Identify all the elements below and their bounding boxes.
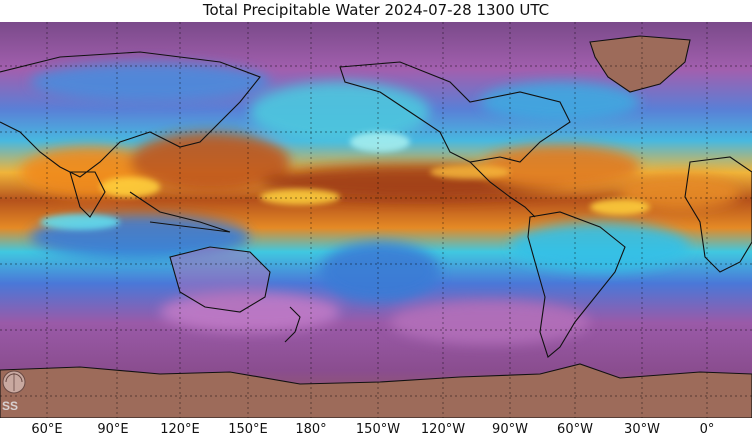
logo-text: SS bbox=[2, 399, 18, 413]
x-tick-label: 120°W bbox=[420, 422, 466, 437]
ssec-logo-icon: SS bbox=[0, 368, 36, 416]
map-title: Total Precipitable Water 2024-07-28 1300… bbox=[202, 1, 550, 19]
x-tick-label: 90°W bbox=[492, 422, 528, 437]
x-tick-label: 120°E bbox=[160, 422, 200, 437]
x-tick-label: 90°E bbox=[97, 422, 129, 437]
tpw-map bbox=[0, 22, 752, 418]
x-tick-label: 60°E bbox=[31, 422, 63, 437]
x-tick-label: 0° bbox=[699, 422, 715, 437]
x-tick-label: 180° bbox=[295, 422, 327, 437]
x-axis: 60°E 90°E 120°E 150°E 180° 150°W 120°W 90°W 60°W… bbox=[0, 418, 752, 440]
x-tick-label: 150°W bbox=[355, 422, 401, 437]
lat-lon-grid bbox=[0, 22, 752, 418]
x-tick-label: 150°E bbox=[228, 422, 268, 437]
moisture-highlights bbox=[40, 132, 650, 230]
x-tick-label: 30°W bbox=[624, 422, 660, 437]
x-tick-label: 60°W bbox=[557, 422, 593, 437]
